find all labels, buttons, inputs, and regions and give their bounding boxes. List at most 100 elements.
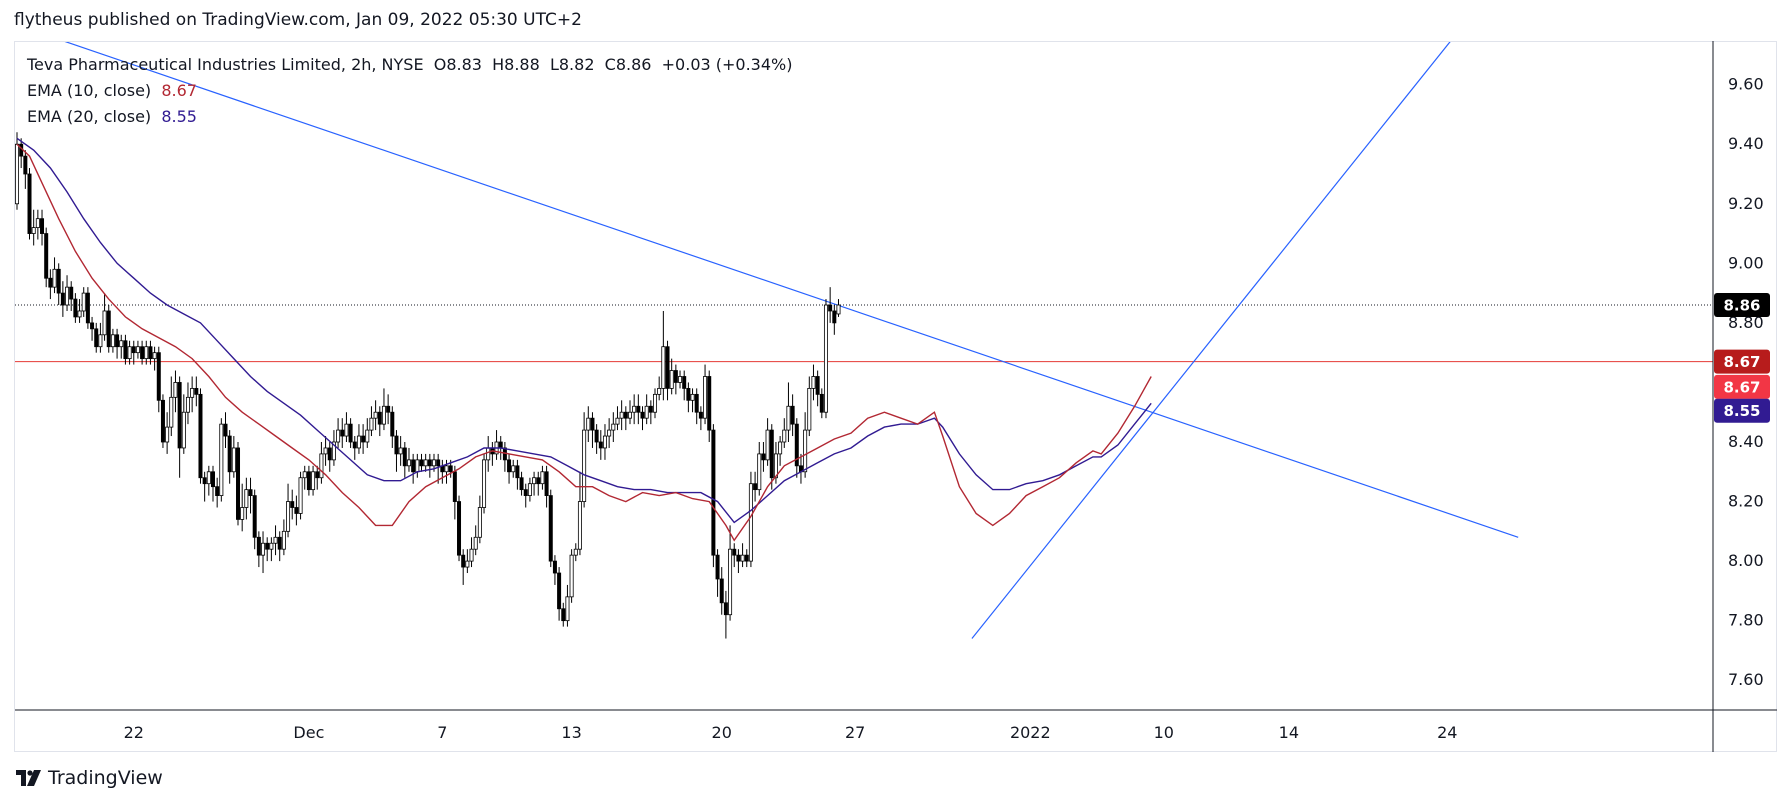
legend-close: 8.86	[615, 55, 652, 74]
legend-open-label: O	[433, 55, 447, 74]
price-badge-bg	[1714, 398, 1770, 423]
candle-body	[761, 453, 766, 461]
candle	[753, 471, 758, 502]
trendline-1	[971, 42, 1451, 639]
candle-body	[832, 310, 837, 324]
candle-body	[698, 411, 703, 419]
candle	[786, 382, 791, 442]
candle-body	[69, 286, 74, 300]
candle-body	[356, 435, 361, 449]
candle-body	[31, 227, 36, 234]
candle	[156, 346, 161, 413]
candle-body	[411, 459, 416, 473]
candle	[627, 400, 632, 425]
legend-open: 8.83	[446, 55, 482, 74]
candle	[723, 590, 728, 639]
candle-body	[744, 554, 749, 562]
legend-high: 8.88	[504, 55, 540, 74]
candle-body	[473, 536, 478, 550]
candle	[65, 275, 70, 311]
candle-body	[386, 405, 391, 413]
candle	[765, 418, 770, 466]
candle-body	[632, 405, 637, 413]
candle	[632, 394, 637, 425]
candle	[256, 531, 261, 568]
candle-body	[682, 376, 687, 389]
candle	[540, 465, 545, 490]
candle	[219, 418, 224, 502]
candle-body	[123, 340, 128, 360]
candle-body	[457, 501, 462, 556]
candle	[465, 549, 470, 574]
candle-body	[665, 346, 670, 389]
candle-body	[602, 435, 607, 449]
candle-body	[690, 393, 695, 401]
candle-body	[640, 411, 645, 419]
candle	[698, 406, 703, 431]
candle-body	[511, 465, 516, 473]
candle	[115, 328, 120, 359]
candle	[794, 418, 799, 478]
candle-body	[90, 322, 95, 330]
candle	[636, 394, 641, 425]
candle-body	[615, 417, 620, 425]
candle	[98, 322, 103, 353]
candle-body	[14, 143, 19, 205]
legend-high-label: H	[492, 55, 505, 74]
candle-body	[219, 423, 224, 496]
candle	[769, 424, 774, 490]
candle-body	[144, 346, 149, 360]
candle	[60, 281, 65, 317]
candle	[623, 406, 628, 431]
candle	[694, 388, 699, 425]
price-badge-label: 8.55	[1723, 402, 1760, 420]
ema-lines	[16, 137, 1152, 542]
candle	[811, 364, 816, 401]
candle-body	[248, 489, 253, 496]
horizontal-lines	[15, 304, 1713, 363]
candle-body	[156, 352, 161, 401]
candle	[519, 471, 524, 496]
candle-body	[836, 304, 841, 315]
x-tick-label: 27	[845, 723, 865, 742]
candle	[615, 406, 620, 431]
candle	[252, 489, 257, 550]
candle-body	[594, 429, 599, 443]
candle-body	[85, 292, 90, 324]
candle-body	[256, 536, 261, 556]
candle	[185, 382, 190, 425]
candle	[707, 370, 712, 442]
candle-body	[636, 405, 641, 413]
candle	[807, 376, 812, 437]
candle-body	[269, 542, 274, 550]
candle	[648, 400, 653, 425]
candle	[832, 305, 837, 335]
price-badge-bg	[1714, 349, 1770, 374]
candle-body	[611, 423, 616, 431]
candle-body	[582, 429, 587, 502]
candle	[715, 549, 720, 597]
price-badge-label: 8.67	[1723, 353, 1760, 371]
candle-body	[415, 459, 420, 473]
candle-body	[165, 426, 170, 443]
candle	[719, 567, 724, 615]
candle-body	[469, 548, 474, 562]
candle	[482, 453, 487, 514]
candle	[548, 489, 553, 568]
candle-body	[202, 477, 207, 485]
candle-body	[110, 334, 115, 348]
x-tick-label: 13	[561, 723, 581, 742]
tradingview-logo[interactable]: TradingView	[16, 767, 163, 789]
candle-body	[711, 429, 716, 556]
candle-body	[769, 429, 774, 479]
candle	[23, 150, 28, 189]
candle-body	[352, 441, 357, 449]
candle-body	[557, 572, 562, 610]
candle	[344, 412, 349, 442]
candle	[690, 388, 695, 413]
candle-body	[173, 382, 178, 398]
candle	[557, 567, 562, 621]
candle	[457, 495, 462, 562]
candle-body	[523, 489, 528, 496]
